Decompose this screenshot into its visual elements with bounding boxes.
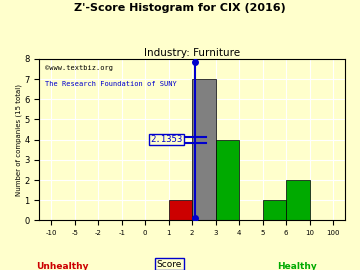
Y-axis label: Number of companies (15 total): Number of companies (15 total) (15, 84, 22, 196)
Bar (216, 140, 239, 220)
Text: The Research Foundation of SUNY: The Research Foundation of SUNY (45, 81, 177, 87)
Text: Score: Score (157, 260, 182, 269)
Text: Z'-Score Histogram for CIX (2016): Z'-Score Histogram for CIX (2016) (74, 3, 286, 13)
Text: 2.1353: 2.1353 (150, 135, 183, 144)
Bar (169, 200, 192, 220)
Text: Healthy: Healthy (277, 262, 317, 270)
Bar (192, 79, 216, 220)
Text: ©www.textbiz.org: ©www.textbiz.org (45, 65, 113, 71)
Title: Industry: Furniture: Industry: Furniture (144, 48, 240, 58)
Text: Unhealthy: Unhealthy (36, 262, 89, 270)
Bar (263, 200, 286, 220)
Bar (286, 180, 310, 220)
